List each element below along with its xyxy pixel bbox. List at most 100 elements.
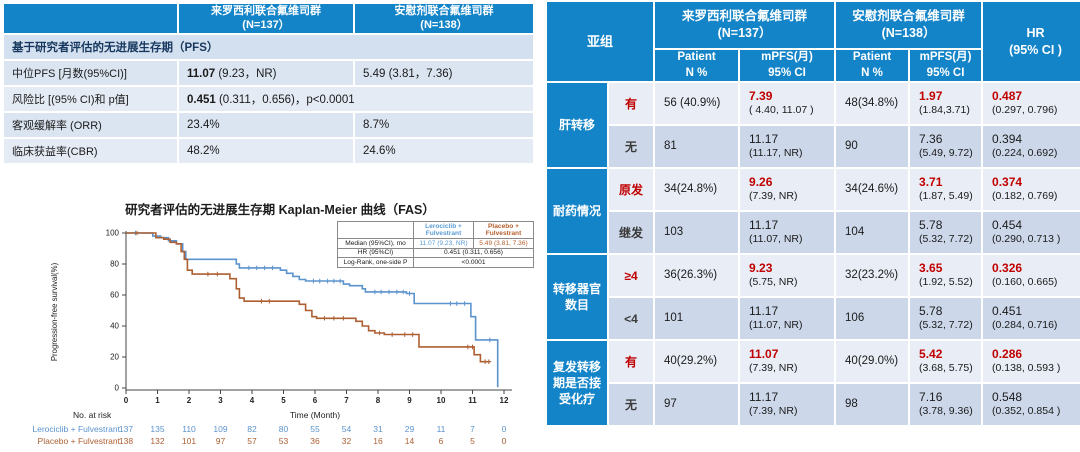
mpfs-arm1: 9.23 (5.75, NR) [740,255,835,297]
hazard-ratio-ci: (0.352, 0.854 ) [992,405,1061,418]
mpfs-arm2-value: 3.71 [919,175,943,190]
mpfs-arm2-value: 3.65 [919,261,943,276]
cbr-arm2: 24.6% [355,138,533,163]
hazard-ratio-value: 0.451 [992,304,1023,319]
inset-median-arm2: 5.49 (3.81, 7.36) [473,238,534,249]
subgroup-sub-label: 有 [609,83,654,125]
hazard-ratio-label: 风险比 [(95% CI)和 p值] [4,86,177,111]
mpfs-arm2: 5.78 (5.32, 7.72) [910,212,982,254]
orr-arm2: 8.7% [355,112,533,137]
mpfs-arm1-value: 11.17 [749,132,779,147]
x-tick-label: 3 [218,396,223,405]
subgroup-row: 耐药情况 原发 34(24.8%) 9.26 (7.39, NR) 34(24.6%) 3.… [547,169,1080,254]
hazard-ratio-value: 0.286 [992,347,1023,362]
subgroup-row: 肝转移有 56 (40.9%) 7.39( 4.40, 11.07 ) 48(34.8… [547,83,1080,168]
arm1-column-header: 来罗西利联合氟维司群 (N=137） [179,4,353,33]
hazard-ratio-ci: (0.138, 0.593 ) [992,362,1061,375]
censor-mark [465,344,471,350]
censor-mark [270,265,275,271]
mpfs-arm1-ci: (7.39, NR) [749,190,798,203]
hazard-ratio-value: 0.451 (0.311，0.656)，p<0.0001 [179,86,533,111]
hazard-ratio: 0.487 (0.297, 0.796) [983,83,1080,125]
cbr-label: 临床获益率(CBR) [4,138,177,163]
at-risk-count: 109 [213,424,227,434]
y-tick-label: 100 [106,229,120,238]
x-tick-label: 0 [124,396,129,405]
mpfs-arm1: 11.17 (11.07, NR) [740,298,835,340]
mpfs-arm2-ci: (1.84,3.71) [919,104,970,117]
censor-mark [400,289,406,295]
mpfs-arm2-ci: (5.49, 9.72) [919,147,973,160]
at-risk-count: 6 [439,436,444,446]
censor-mark [267,298,272,304]
at-risk-count: 82 [247,424,257,434]
y-axis-title: Progression-free survival(%) [50,262,59,361]
patient-n-arm2: 32(23.2%) [836,255,909,297]
inset-hr-value: 0.451 (0.311, 0.656) [413,247,534,259]
at-risk-count: 57 [247,436,257,446]
hr-column-header: HR (95% CI ) [983,2,1080,82]
mpfs-arm2: 7.36 (5.49, 9.72) [910,126,982,168]
subgroup-row: 继发 103 11.17 (11.07, NR) 104 5.78 (5.32, 7.72)… [547,212,1080,254]
km-curve-placebo [126,232,490,363]
at-risk-count: 110 [182,424,196,434]
at-risk-count: 11 [437,424,446,434]
subgroup-sub-label: <4 [609,298,654,340]
censor-mark [378,289,384,295]
section-header-pfs: 基于研究者评估的无进展生存期（PFS） [4,34,533,59]
mpfs-arm2-ci: (1.92, 5.52) [919,276,973,289]
mpfs-arm1: 7.39( 4.40, 11.07 ) [740,83,835,125]
mpfs-arm1: 11.17 (7.39, NR) [740,384,835,426]
at-risk-count: 16 [373,436,383,446]
at-risk-count: 80 [279,424,289,434]
median-pfs-arm2: 5.49 (3.81，7.36) [355,60,533,85]
censor-mark [215,271,220,277]
censor-mark [134,230,140,236]
mpfs-col-header-arm2: mPFS(月) 95% CI [910,50,982,82]
inset-hr-label: HR (95%CI) [337,247,414,259]
mpfs-arm2: 3.65 (1.92, 5.52) [910,255,982,297]
arm2-group-header: 安慰剂联合氟维司群 (N=138） [836,2,982,48]
mpfs-arm2: 7.16 (3.78, 9.36) [910,384,982,426]
mpfs-arm1: 11.07 (7.39, NR) [740,341,835,383]
censor-mark [259,298,264,304]
hazard-ratio: 0.454 (0.290, 0.713 ) [983,212,1080,254]
at-risk-count: 138 [119,436,133,446]
patient-n-arm2: 90 [836,126,909,168]
patient-n-arm2: 98 [836,384,909,426]
y-tick-label: 80 [110,260,119,269]
at-risk-count: 137 [119,424,133,434]
hazard-ratio-ci: (0.290, 0.713 ) [992,233,1061,246]
km-chart: 0 20 40 60 80 100 0 1 2 3 4 5 6 7 8 9 10 11 12 Progression-… [8,216,532,452]
arm1-n: (N=137） [242,19,290,32]
hazard-ratio: 0.326 (0.160, 0.665) [983,255,1080,297]
mpfs-arm2-ci: (5.32, 7.72) [919,319,973,332]
censor-mark [317,278,323,284]
subgroup-row: <4 101 11.17 (11.07, NR) 106 5.78 (5.32, 7.72)… [547,298,1080,340]
mpfs-arm2-value: 1.97 [919,89,943,104]
hazard-ratio-ci: (0.160, 0.665) [992,276,1058,289]
hazard-ratio-value: 0.326 [992,261,1023,276]
y-tick-label: 20 [110,353,119,362]
censor-mark [486,359,492,364]
at-risk-title: No. at risk [73,410,112,420]
subgroup-group-label: 复发转移 期是否接 受化疗 [547,341,607,426]
censor-mark [254,265,260,271]
patient-n-arm2: 106 [836,298,909,340]
patient-n-arm2: 48(34.8%) [836,83,909,125]
censor-mark [205,271,211,277]
censor-mark [262,265,267,271]
hazard-ratio-value: 0.454 [992,218,1023,233]
hazard-ratio-value: 0.487 [992,89,1023,104]
mpfs-arm1-ci: (11.17, NR) [749,147,803,160]
x-tick-label: 11 [468,396,477,405]
hazard-ratio-ci: (0.297, 0.796) [992,104,1058,117]
at-risk-series-label: Lerociclib + Fulvestrant [32,424,120,434]
arm1-group-header: 来罗西利联合氟维司群 (N=137） [655,2,835,48]
patient-n-arm1: 103 [655,212,739,254]
subgroup-sub-label: 有 [609,341,654,383]
mpfs-arm1-ci: (11.07, NR) [749,233,803,246]
at-risk-count: 55 [310,424,320,434]
